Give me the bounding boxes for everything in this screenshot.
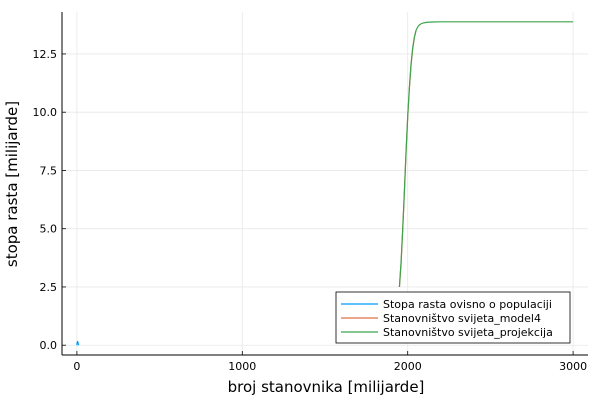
y-tick-label-0: 0.0: [40, 339, 58, 352]
x-tick-label-2: 2000: [394, 360, 422, 373]
x-tick-label-0: 0: [73, 360, 80, 373]
series-line-1: [76, 340, 80, 346]
y-tick-label-1: 2.5: [40, 281, 58, 294]
y-tick-label-3: 7.5: [40, 164, 58, 177]
x-tick-label-1: 1000: [228, 360, 256, 373]
axes: [61, 12, 588, 356]
x-axis-label: broj stanovnika [milijarde]: [228, 378, 425, 396]
x-tick-label-3: 3000: [559, 360, 587, 373]
series-line-3: [398, 21, 574, 287]
series-group: [76, 21, 574, 346]
legend-label-2: Stanovništvo svijeta_model4: [383, 312, 541, 325]
legend-label-1: Stopa rasta ovisno o populaciji: [383, 298, 552, 311]
y-tick-label-5: 12.5: [33, 48, 58, 61]
legend-label-3: Stanovništvo svijeta_projekcija: [383, 326, 553, 339]
legend: Stopa rasta ovisno o populaciji Stanovni…: [335, 291, 571, 344]
ticks: 0 1000 2000 3000 0.0 2.5 5.0 7.5 10.0 12.5: [33, 48, 588, 373]
y-axis-label: stopa rasta [milijarde]: [3, 101, 21, 267]
grid: [62, 12, 588, 355]
y-tick-label-4: 10.0: [33, 106, 58, 119]
y-tick-label-2: 5.0: [40, 223, 58, 236]
